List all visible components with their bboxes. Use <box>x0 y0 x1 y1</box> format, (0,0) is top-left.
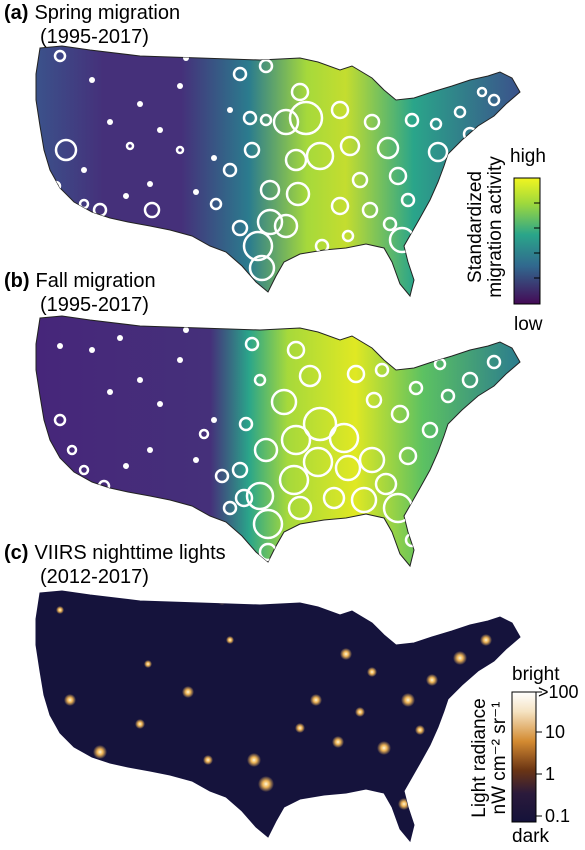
panel-a-period: (1995-2017) <box>40 26 149 48</box>
light-legend-title: Light radiance nW cm⁻² sr⁻¹ <box>469 698 510 818</box>
fall-map <box>35 315 521 567</box>
light-tick-1: 1 <box>545 764 556 784</box>
panel-c-title: (c) VIIRS nighttime lights <box>4 542 226 564</box>
light-colorbar <box>511 691 542 823</box>
panel-c-period: (2012-2017) <box>40 566 149 588</box>
light-tick-10: 10 <box>545 722 566 742</box>
spring-station-circles <box>50 49 520 282</box>
light-tick-100: >100 <box>538 682 579 702</box>
migration-legend-title: Standardized migration activity <box>465 156 506 298</box>
panel-b-period: (1995-2017) <box>40 294 149 316</box>
lights-map <box>35 590 521 842</box>
spring-map <box>35 45 521 297</box>
migration-legend-low: low <box>514 314 543 335</box>
panel-b-title: (b) Fall migration <box>4 270 156 292</box>
light-legend-dark: dark <box>512 826 549 847</box>
migration-colorbar <box>513 177 541 305</box>
migration-legend-high: high <box>510 146 546 167</box>
light-tick-0-1: 0.1 <box>545 806 571 826</box>
panel-a-title: (a) Spring migration <box>4 2 181 24</box>
fall-station-dots <box>57 327 217 469</box>
light-legend-bright: bright <box>512 664 560 685</box>
